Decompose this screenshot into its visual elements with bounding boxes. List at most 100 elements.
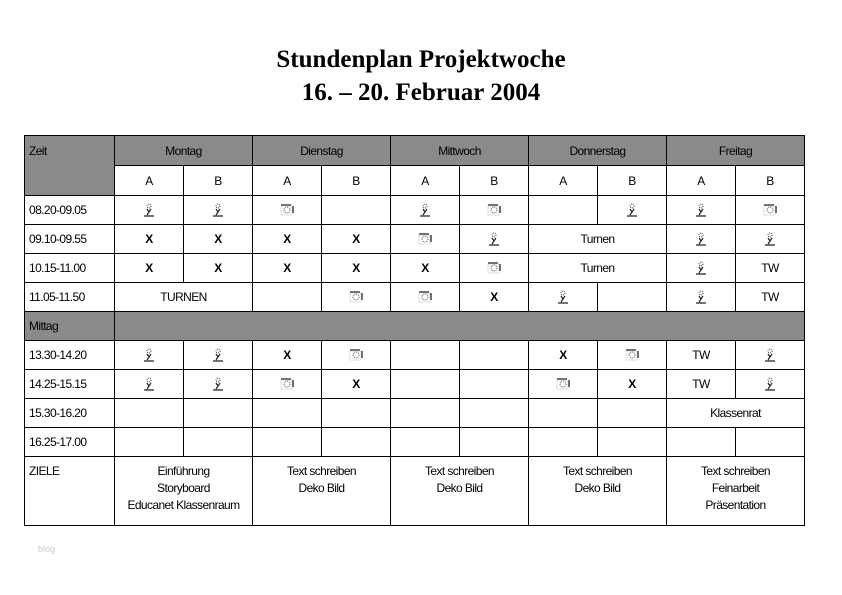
schedule-cell	[735, 369, 805, 399]
schedule-cell	[597, 195, 667, 225]
figure-icon	[762, 377, 778, 392]
schedule-cell	[666, 282, 736, 312]
schedule-cell	[390, 340, 460, 370]
schedule-cell: X	[459, 282, 529, 312]
figure-icon	[693, 232, 709, 247]
schedule-cell	[321, 282, 391, 312]
schedule-cell: Turnen	[528, 253, 667, 283]
table-row: 13.30-14.20 X X TW	[24, 340, 805, 370]
schedule-cell	[597, 398, 667, 428]
camera-icon	[348, 348, 364, 362]
figure-icon	[693, 203, 709, 218]
schedule-cell	[735, 340, 805, 370]
goal-item: Text schreiben	[701, 464, 771, 478]
schedule-cell	[183, 427, 253, 457]
figure-icon	[210, 203, 226, 218]
lunch-band	[114, 311, 805, 341]
schedule-cell	[321, 398, 391, 428]
figure-icon	[141, 348, 157, 363]
schedule-cell: X	[183, 253, 253, 283]
time-cell: 11.05-11.50	[24, 282, 115, 312]
schedule-cell: TW	[666, 369, 736, 399]
schedule-cell: X	[321, 253, 391, 283]
time-cell: 08.20-09.05	[24, 195, 115, 225]
camera-icon	[417, 290, 433, 304]
day-header: Mittwoch	[390, 135, 529, 166]
schedule-cell	[183, 195, 253, 225]
time-cell: 15.30-16.20	[24, 398, 115, 428]
time-cell: 13.30-14.20	[24, 340, 115, 370]
schedule-cell	[114, 369, 184, 399]
schedule-cell: X	[528, 340, 598, 370]
camera-icon	[624, 348, 640, 362]
schedule-cell: TW	[735, 253, 805, 283]
day-header: Dienstag	[252, 135, 391, 166]
schedule-cell	[390, 398, 460, 428]
figure-icon	[762, 348, 778, 363]
goal-item: Deko Bild	[436, 481, 484, 495]
group-header: A	[528, 165, 598, 196]
table-row: 08.20-09.05	[24, 195, 805, 225]
camera-icon	[555, 377, 571, 391]
goal-item: Einführung	[157, 464, 210, 478]
time-cell: 09.10-09.55	[24, 224, 115, 254]
schedule-cell	[666, 224, 736, 254]
goal-item: Text schreiben	[287, 464, 357, 478]
figure-icon	[210, 348, 226, 363]
schedule-cell: TW	[666, 340, 736, 370]
zeit-header: Zeit	[24, 135, 115, 196]
group-header: B	[459, 165, 529, 196]
goal-item: Storyboard	[157, 481, 210, 495]
figure-icon	[693, 290, 709, 305]
schedule-cell	[666, 253, 736, 283]
schedule-cell	[459, 340, 529, 370]
group-header: B	[735, 165, 805, 196]
figure-icon	[417, 203, 433, 218]
goal-item: Feinarbeit	[711, 481, 760, 495]
schedule-cell	[459, 224, 529, 254]
schedule-cell	[252, 282, 322, 312]
schedule-cell	[252, 398, 322, 428]
camera-icon	[279, 377, 295, 391]
schedule-cell: Turnen	[528, 224, 667, 254]
schedule-cell	[528, 282, 598, 312]
schedule-cell	[528, 427, 598, 457]
schedule-cell	[390, 195, 460, 225]
schedule-cell: X	[114, 253, 184, 283]
figure-icon	[762, 232, 778, 247]
group-header: B	[597, 165, 667, 196]
camera-icon	[279, 203, 295, 217]
schedule-cell	[390, 224, 460, 254]
header-row: Zeit Montag Dienstag Mittwoch Donnerstag Frei…	[24, 135, 805, 196]
schedule-cell	[252, 369, 322, 399]
schedule-cell: X	[390, 253, 460, 283]
goal-item: Educanet Klassenraum	[127, 498, 240, 512]
schedule-cell	[183, 340, 253, 370]
figure-icon	[141, 377, 157, 392]
goals-cell: Text schreiben Deko Bild	[390, 456, 529, 526]
schedule-cell	[528, 398, 598, 428]
camera-icon	[417, 232, 433, 246]
schedule-cell: TURNEN	[114, 282, 253, 312]
schedule-cell: X	[321, 369, 391, 399]
schedule-cell	[183, 398, 253, 428]
group-header: A	[666, 165, 736, 196]
day-header: Donnerstag	[528, 135, 667, 166]
schedule-cell	[390, 282, 460, 312]
table-row: 10.15-11.00 X X X X X Turnen TW	[24, 253, 805, 283]
page-title: Stundenplan Projektwoche	[276, 46, 566, 73]
goal-item: Präsentation	[705, 498, 766, 512]
schedule-cell	[597, 340, 667, 370]
schedule-cell	[321, 195, 391, 225]
camera-icon	[486, 261, 502, 275]
schedule-cell	[321, 427, 391, 457]
goal-item: Text schreiben	[563, 464, 633, 478]
schedule-cell	[528, 369, 598, 399]
goal-item: Text schreiben	[425, 464, 495, 478]
goal-item: Deko Bild	[574, 481, 622, 495]
figure-icon	[141, 203, 157, 218]
figure-icon	[555, 290, 571, 305]
group-header: A	[114, 165, 184, 196]
schedule-cell	[114, 398, 184, 428]
